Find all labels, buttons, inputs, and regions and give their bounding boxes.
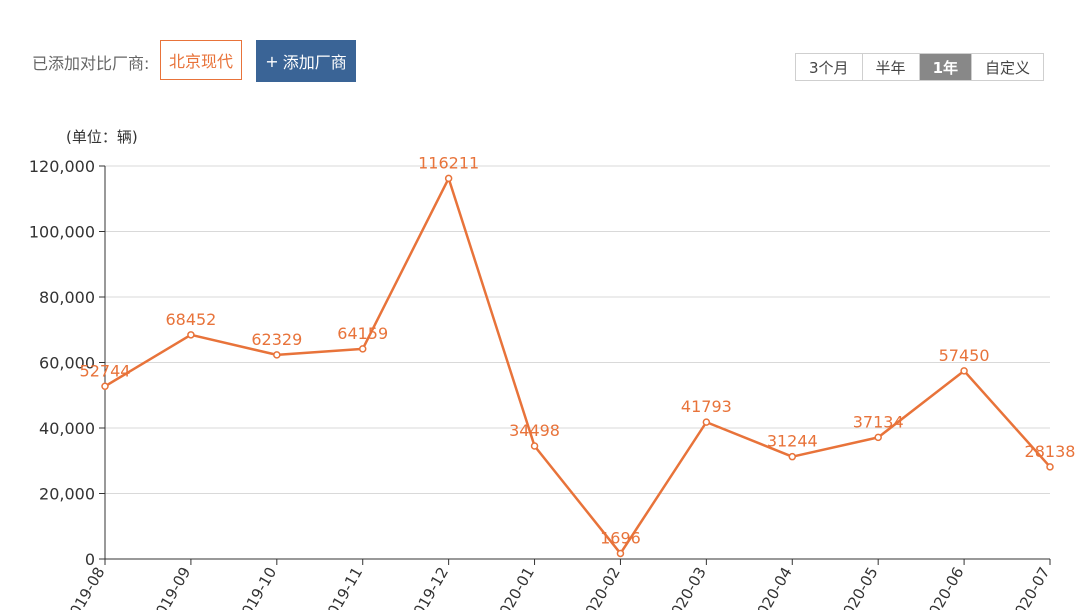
time-range-selector: 3个月 半年 1年 自定义 <box>795 53 1045 81</box>
data-point <box>187 331 195 339</box>
data-label: 37134 <box>853 412 904 431</box>
x-tick-label: 2020-07 <box>1007 564 1054 610</box>
data-label: 52744 <box>80 361 131 380</box>
compare-makers-label: 已添加对比厂商: <box>32 54 150 73</box>
data-label: 116211 <box>418 153 479 172</box>
range-3-months-button[interactable]: 3个月 <box>796 54 863 80</box>
x-tick-label: 2020-05 <box>835 564 882 610</box>
data-label: 57450 <box>939 346 990 365</box>
y-tick-label: 80,000 <box>39 288 95 307</box>
y-tick-label: 60,000 <box>39 354 95 373</box>
data-label: 34498 <box>509 421 560 440</box>
data-label: 62329 <box>251 330 302 349</box>
x-tick-label: 2019-10 <box>233 564 280 610</box>
data-label: 64159 <box>337 324 388 343</box>
range-half-year-button[interactable]: 半年 <box>862 54 920 80</box>
data-point <box>788 452 797 461</box>
y-tick-label: 100,000 <box>29 223 95 242</box>
data-label: 41793 <box>681 397 732 416</box>
data-point <box>702 418 711 426</box>
data-point <box>960 367 968 375</box>
y-tick-label: 120,000 <box>29 157 95 176</box>
data-point <box>273 351 281 359</box>
x-tick-label: 2019-11 <box>319 564 366 610</box>
data-point <box>616 549 625 558</box>
x-tick-label: 2019-12 <box>405 564 452 610</box>
unit-label: (单位：辆) <box>66 128 138 146</box>
add-maker-label: 添加厂商 <box>282 53 347 72</box>
data-label: 28138 <box>1025 442 1076 461</box>
data-label: 68452 <box>165 310 216 329</box>
x-tick-label: 2020-01 <box>491 564 538 610</box>
x-tick-label: 2020-02 <box>577 564 624 610</box>
data-point <box>444 174 453 183</box>
y-tick-label: 40,000 <box>39 419 95 438</box>
x-tick-label: 2020-04 <box>749 564 796 610</box>
range-1-year-button[interactable]: 1年 <box>919 54 972 80</box>
data-point <box>358 345 367 353</box>
data-label: 1696 <box>600 528 641 547</box>
data-point <box>101 382 109 391</box>
data-point <box>874 433 882 442</box>
x-tick-label: 2020-03 <box>663 564 710 610</box>
data-point <box>530 442 539 450</box>
y-tick-label: 20,000 <box>39 485 95 504</box>
x-tick-label: 2019-09 <box>147 564 194 610</box>
add-maker-button[interactable]: + 添加厂商 <box>256 40 356 82</box>
x-tick-label: 2020-06 <box>921 564 968 610</box>
range-custom-button[interactable]: 自定义 <box>972 54 1044 80</box>
series-line <box>104 177 1051 555</box>
selected-maker-chip[interactable]: 北京现代 <box>160 40 242 80</box>
plus-icon: + <box>265 51 279 71</box>
y-tick-label: 0 <box>85 550 95 569</box>
selected-maker-label: 北京现代 <box>168 52 233 71</box>
data-label: 31244 <box>767 432 818 451</box>
x-tick-label: 2019-08 <box>62 564 109 610</box>
data-point <box>1046 463 1054 471</box>
